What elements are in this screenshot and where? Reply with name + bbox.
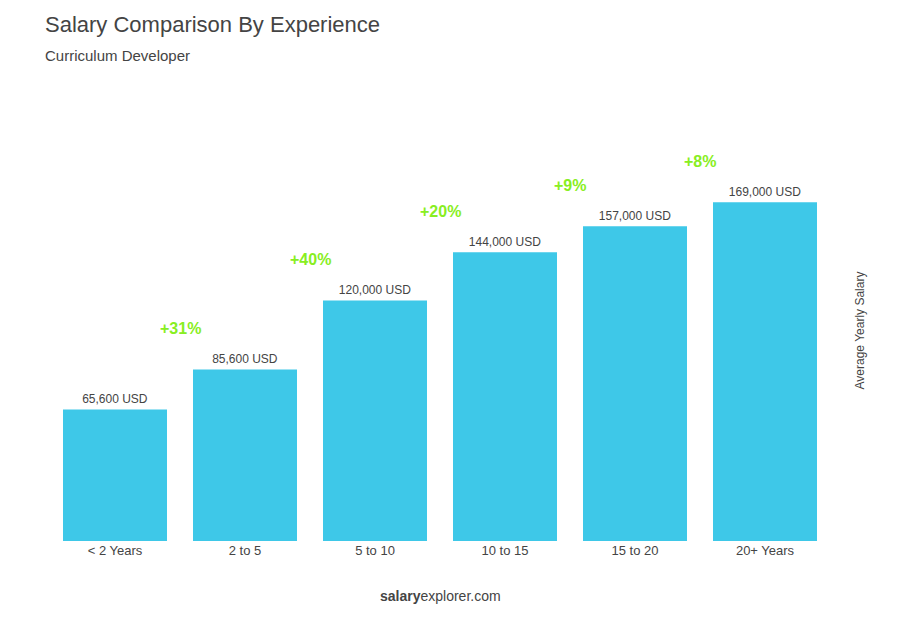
svg-text:+20%: +20% [420,203,461,220]
svg-text:144,000 USD: 144,000 USD [469,235,541,249]
svg-text:65,600 USD: 65,600 USD [82,392,148,406]
svg-text:10 to 15: 10 to 15 [482,543,529,558]
svg-text:120,000 USD: 120,000 USD [339,283,411,297]
svg-text:5 to 10: 5 to 10 [355,543,395,558]
svg-text:15 to 20: 15 to 20 [612,543,659,558]
svg-text:169,000 USD: 169,000 USD [729,185,801,199]
svg-text:salaryexplorer.com: salaryexplorer.com [380,588,501,604]
svg-text:Average Yearly Salary: Average Yearly Salary [853,272,867,390]
svg-text:20+ Years: 20+ Years [736,543,795,558]
svg-text:Salary Comparison By Experienc: Salary Comparison By ExperienceCurriculu… [45,12,380,64]
svg-text:2 to 5: 2 to 5 [229,543,262,558]
svg-text:+8%: +8% [684,153,716,170]
svg-text:+31%: +31% [160,320,201,337]
svg-text:+40%: +40% [290,251,331,268]
svg-text:157,000 USD: 157,000 USD [599,209,671,223]
svg-text:+9%: +9% [554,177,586,194]
svg-text:< 2 Years: < 2 Years [88,543,143,558]
svg-text:85,600 USD: 85,600 USD [212,352,278,366]
